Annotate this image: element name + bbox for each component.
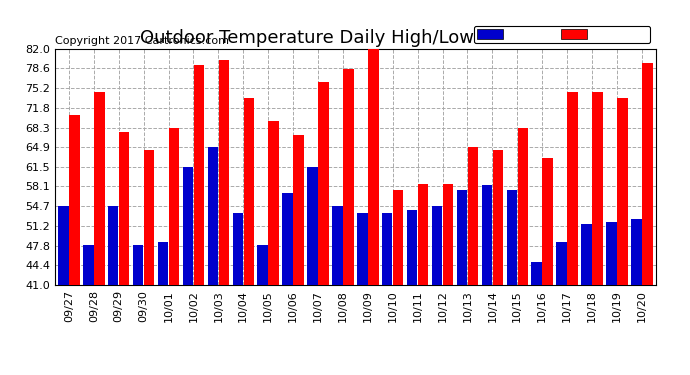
Bar (183, 167, 193, 285)
Bar (282, 193, 293, 285)
Bar (208, 147, 218, 285)
Bar (83, 244, 94, 285)
Bar (268, 121, 279, 285)
Bar (194, 65, 204, 285)
Bar (332, 206, 343, 285)
Bar (219, 60, 229, 285)
Bar (382, 213, 393, 285)
Bar (169, 128, 179, 285)
Bar (368, 49, 379, 285)
Bar (556, 242, 566, 285)
Bar (443, 184, 453, 285)
Bar (307, 167, 317, 285)
Bar (257, 244, 268, 285)
Bar (108, 206, 119, 285)
Bar (592, 92, 602, 285)
Bar (244, 98, 254, 285)
Bar (617, 98, 628, 285)
Bar (482, 185, 492, 285)
Bar (407, 210, 417, 285)
Bar (542, 158, 553, 285)
Bar (318, 82, 328, 285)
Bar (58, 206, 68, 285)
Bar (293, 135, 304, 285)
Bar (457, 190, 467, 285)
Bar (158, 242, 168, 285)
Bar (432, 206, 442, 285)
Bar (357, 213, 368, 285)
Bar (567, 92, 578, 285)
Bar (94, 92, 104, 285)
Bar (233, 213, 243, 285)
Bar (119, 132, 130, 285)
Bar (418, 184, 428, 285)
Bar (343, 69, 353, 285)
Bar (631, 219, 642, 285)
Bar (144, 150, 155, 285)
Bar (531, 262, 542, 285)
Bar (493, 150, 503, 285)
Bar (581, 225, 592, 285)
Title: Outdoor Temperature Daily High/Low 20171021: Outdoor Temperature Daily High/Low 20171… (140, 29, 571, 47)
Bar (69, 115, 79, 285)
Bar (607, 222, 617, 285)
Legend: Low  (°F), High  (°F): Low (°F), High (°F) (474, 26, 650, 43)
Bar (133, 244, 144, 285)
Bar (642, 63, 653, 285)
Bar (393, 190, 404, 285)
Bar (506, 190, 517, 285)
Bar (518, 128, 528, 285)
Bar (468, 147, 478, 285)
Text: Copyright 2017 Cartronics.com: Copyright 2017 Cartronics.com (55, 36, 229, 46)
